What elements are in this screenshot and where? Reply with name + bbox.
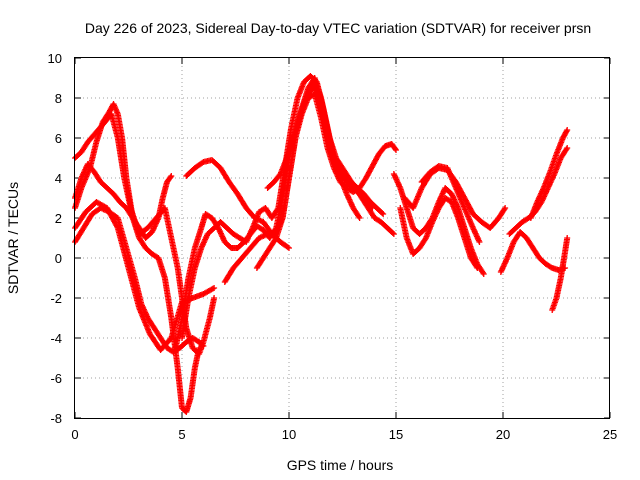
chart-title: Day 226 of 2023, Sidereal Day-to-day VTE…	[85, 20, 591, 36]
series-sat-q	[506, 145, 571, 237]
y-tick-label: 4	[55, 171, 62, 186]
data-point	[211, 295, 218, 301]
data-point	[563, 128, 570, 135]
data-point	[501, 206, 508, 213]
data-point	[392, 145, 399, 152]
x-tick-label: 20	[496, 427, 510, 442]
x-tick-label: 15	[389, 427, 403, 442]
data-points	[72, 73, 571, 415]
series-sat-e	[72, 199, 218, 353]
data-point	[286, 245, 292, 251]
y-tick-label: 6	[55, 131, 62, 146]
data-point	[355, 213, 362, 220]
data-point	[211, 285, 218, 291]
plot-frame	[74, 57, 610, 419]
x-tick-label: 25	[603, 427, 617, 442]
y-tick-label: 10	[48, 51, 62, 66]
data-point	[272, 236, 279, 243]
data-point	[473, 263, 480, 270]
data-point	[200, 343, 207, 349]
x-tick-label: 10	[282, 427, 296, 442]
series-sat-r	[527, 127, 571, 221]
data-point	[168, 173, 175, 179]
data-point	[563, 146, 570, 153]
series-sat-o	[418, 163, 483, 245]
data-point	[196, 345, 203, 351]
x-axis-label: GPS time / hours	[287, 457, 394, 473]
data-point	[379, 210, 386, 216]
data-point	[393, 147, 399, 153]
y-tick-label: 2	[55, 211, 62, 226]
data-point	[114, 223, 121, 230]
data-point	[209, 285, 216, 292]
series-sat-k	[264, 79, 387, 217]
y-tick-label: -8	[50, 411, 62, 426]
data-point	[356, 215, 363, 221]
data-point	[380, 211, 387, 217]
data-point	[564, 235, 571, 241]
grid-lines	[75, 58, 610, 418]
data-point	[284, 244, 291, 251]
x-tick-label: 5	[178, 427, 185, 442]
series-sat-s	[549, 235, 571, 313]
data-point	[474, 265, 481, 271]
data-point	[167, 174, 174, 181]
data-point	[389, 230, 396, 236]
series-sat-c	[72, 161, 175, 241]
series-sat-p	[497, 229, 569, 275]
axis-ticks: 0 5 10 15 20 25 -8 -6 -4 -2 0 2 4 6 8 10	[48, 51, 618, 442]
data-point	[480, 271, 487, 277]
data-point	[502, 205, 509, 211]
y-tick-label: 8	[55, 91, 62, 106]
y-tick-label: -2	[50, 291, 62, 306]
x-tick-label: 0	[71, 427, 78, 442]
y-axis-label: SDTVAR / TECUs	[5, 182, 21, 294]
data-point	[315, 89, 322, 96]
data-point	[199, 342, 206, 348]
data-point	[564, 127, 571, 133]
series-sat-m	[397, 195, 481, 271]
y-tick-label: -6	[50, 371, 62, 386]
data-point	[390, 231, 397, 237]
y-tick-label: -4	[50, 331, 62, 346]
data-point	[564, 145, 571, 151]
data-point	[479, 269, 486, 276]
data-point	[476, 239, 483, 245]
y-tick-label: 0	[55, 251, 62, 266]
